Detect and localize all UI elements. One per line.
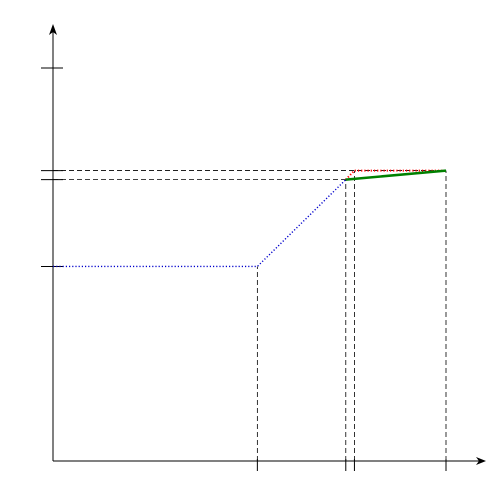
x-axis-arrowhead	[476, 457, 486, 465]
curves	[53, 169, 447, 268]
y-axis-arrowhead	[49, 24, 57, 35]
tick-marks	[41, 67, 447, 471]
guide-lines	[53, 170, 447, 461]
green-solid-curve	[345, 169, 447, 181]
axes	[49, 24, 486, 465]
blue-dotted-curve	[53, 179, 347, 268]
red-dotted-curve	[345, 169, 446, 181]
